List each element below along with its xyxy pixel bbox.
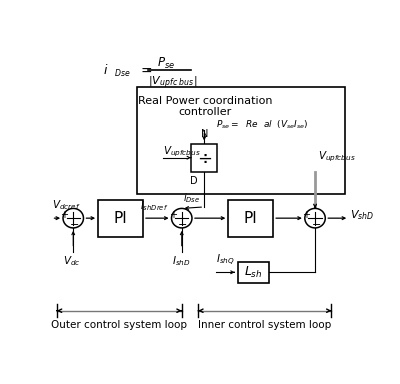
Bar bbox=[228, 200, 273, 237]
Text: PI: PI bbox=[244, 211, 258, 226]
Bar bbox=[137, 88, 344, 194]
Bar bbox=[98, 200, 143, 237]
Text: N: N bbox=[200, 129, 208, 139]
Circle shape bbox=[63, 209, 84, 228]
Circle shape bbox=[172, 209, 192, 228]
Bar bbox=[191, 144, 218, 172]
Text: Real Power coordination
controller: Real Power coordination controller bbox=[138, 96, 272, 118]
Circle shape bbox=[305, 209, 325, 228]
Text: Outer control system loop: Outer control system loop bbox=[51, 319, 187, 329]
Text: $i_{Dse}$: $i_{Dse}$ bbox=[183, 192, 201, 205]
Text: $P_{se}$: $P_{se}$ bbox=[157, 56, 175, 71]
Text: $\left|V_{upfc\ bus}\right|$: $\left|V_{upfc\ bus}\right|$ bbox=[148, 75, 197, 91]
Text: −: − bbox=[178, 220, 188, 230]
Text: +: + bbox=[302, 210, 310, 220]
Text: $=$: $=$ bbox=[138, 63, 153, 77]
Text: $I_{shQ}$: $I_{shQ}$ bbox=[216, 253, 235, 268]
Text: +: + bbox=[60, 210, 68, 220]
Text: −: − bbox=[312, 220, 321, 230]
Text: $V_{dc}$: $V_{dc}$ bbox=[63, 255, 80, 268]
Text: $_{Dse}$: $_{Dse}$ bbox=[114, 68, 130, 80]
Text: $I_{shDref}$: $I_{shDref}$ bbox=[140, 199, 168, 213]
Text: $I_{shD}$: $I_{shD}$ bbox=[172, 255, 191, 268]
Text: $P_{se}=$  Re  al  $(V_{se}I_{se})$: $P_{se}=$ Re al $(V_{se}I_{se})$ bbox=[216, 118, 309, 131]
Bar bbox=[238, 262, 268, 283]
Text: $L_{sh}$: $L_{sh}$ bbox=[244, 265, 262, 280]
Text: D: D bbox=[190, 176, 197, 186]
Text: Inner control system loop: Inner control system loop bbox=[198, 319, 332, 329]
Text: $V_{upfcbus}$: $V_{upfcbus}$ bbox=[318, 150, 356, 164]
Text: $V_{shD}$: $V_{shD}$ bbox=[350, 208, 374, 222]
Text: $V_{dcref}$: $V_{dcref}$ bbox=[52, 199, 80, 212]
Text: $i$: $i$ bbox=[103, 63, 108, 77]
Text: +: + bbox=[169, 210, 177, 220]
Text: PI: PI bbox=[114, 211, 127, 226]
Text: $V_{upfcbus}$: $V_{upfcbus}$ bbox=[163, 145, 201, 159]
Text: −: − bbox=[70, 220, 79, 230]
Text: $\div$: $\div$ bbox=[197, 149, 212, 167]
